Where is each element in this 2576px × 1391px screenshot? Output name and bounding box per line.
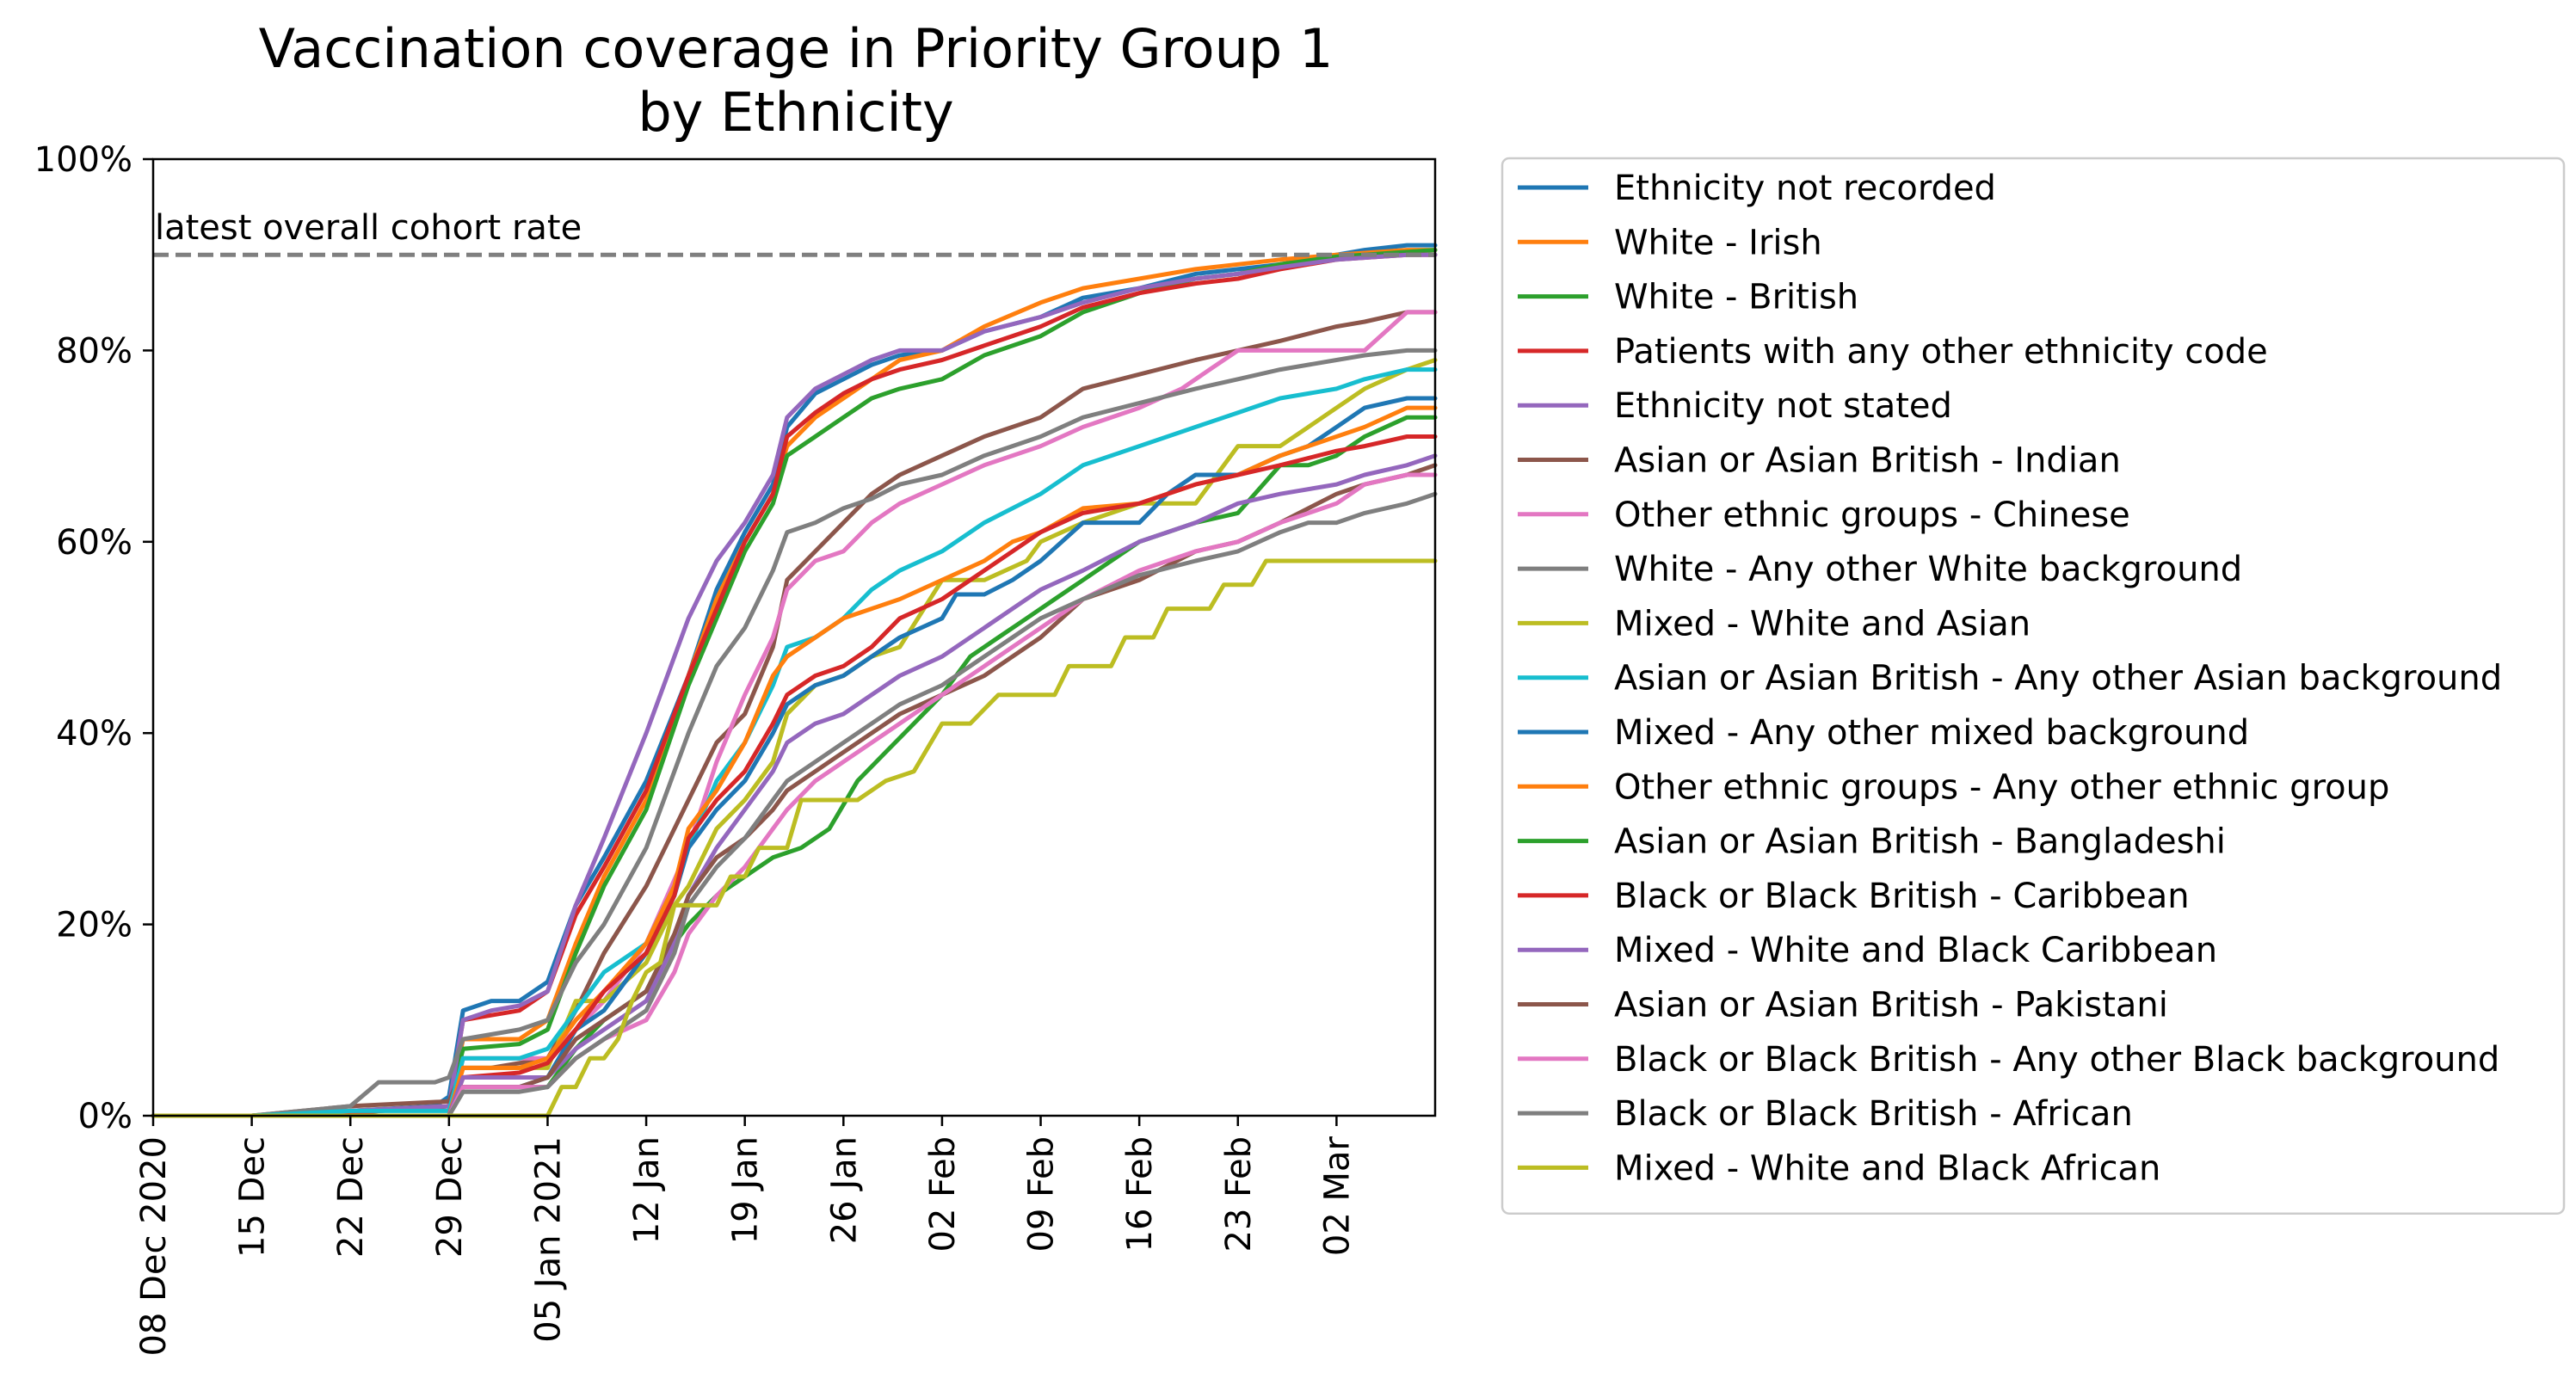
- plot-frame: [151, 157, 1437, 1117]
- reference-line-layer: latest overall cohort rate: [153, 208, 1435, 257]
- x-tick-label: 08 Dec 2020: [134, 1136, 174, 1357]
- legend-entry: White - Any other White background: [1614, 550, 2242, 589]
- legend-entry: Asian or Asian British - Indian: [1614, 441, 2121, 481]
- chart-title: Vaccination coverage in Priority Group 1: [259, 17, 1334, 80]
- series-line-4: [151, 252, 1438, 1118]
- legend-entry: Mixed - Any other mixed background: [1614, 713, 2249, 753]
- legend-entry: White - British: [1614, 278, 1858, 317]
- x-tick-label: 12 Jan: [627, 1136, 667, 1244]
- series-line-5: [151, 252, 1438, 1118]
- reference-line-label: latest overall cohort rate: [155, 208, 582, 248]
- legend-entry: Ethnicity not stated: [1614, 386, 1952, 426]
- y-tick-label: 100%: [34, 140, 132, 180]
- legend-entry: Asian or Asian British - Any other Asian…: [1614, 659, 2502, 699]
- series-line-19: [151, 558, 1438, 1118]
- legend-entry: Mixed - White and Asian: [1614, 604, 2031, 643]
- legend-entry: Patients with any other ethnicity code: [1614, 332, 2268, 372]
- legend: Ethnicity not recorded White - Irish White…: [1501, 157, 2566, 1215]
- x-tick-label: 23 Feb: [1219, 1136, 1259, 1252]
- series-line-8: [151, 348, 1438, 1118]
- x-tick-label: 09 Feb: [1022, 1136, 1062, 1252]
- series-layer: [151, 243, 1438, 1118]
- x-tick-label: 16 Feb: [1120, 1136, 1160, 1252]
- series-line-2: [151, 248, 1438, 1118]
- x-tick-label: 29 Dec: [430, 1136, 470, 1258]
- legend-entry: Mixed - White and Black Caribbean: [1614, 931, 2217, 970]
- legend-entry: Other ethnic groups - Any other ethnic g…: [1614, 767, 2389, 807]
- legend-entry: Other ethnic groups - Chinese: [1614, 495, 2130, 535]
- legend-entry: Mixed - White and Black African: [1614, 1148, 2160, 1188]
- series-line-18: [151, 491, 1438, 1118]
- series-line-10: [151, 367, 1438, 1118]
- series-line-14: [151, 434, 1438, 1118]
- legend-entry: Ethnicity not recorded: [1614, 169, 1996, 208]
- legend-entry: White - Irish: [1614, 223, 1822, 262]
- x-tick-label: 02 Mar: [1317, 1136, 1357, 1256]
- series-line-17: [151, 472, 1438, 1118]
- legend-entry: Black or Black British - African: [1614, 1094, 2133, 1134]
- y-tick-label: 0%: [78, 1097, 132, 1136]
- y-tick-label: 40%: [56, 714, 132, 754]
- x-tick-label: 26 Jan: [824, 1136, 864, 1244]
- series-line-1: [151, 243, 1438, 1118]
- y-tick-label: 80%: [56, 331, 132, 371]
- x-tick-label: 19 Jan: [726, 1136, 766, 1244]
- axes-layer: 0% 20% 40% 60% 80% 100% 08 Dec 2020 15 Dec 22 De…: [34, 140, 1437, 1357]
- x-tick-label: 15 Dec: [233, 1136, 273, 1258]
- x-tick-label: 02 Feb: [923, 1136, 963, 1252]
- legend-entry: Asian or Asian British - Bangladeshi: [1614, 822, 2226, 862]
- x-tick-label: 05 Jan 2021: [528, 1136, 568, 1343]
- y-tick-label: 60%: [56, 523, 132, 563]
- y-tick-label: 20%: [56, 906, 132, 945]
- chart-subtitle: by Ethnicity: [638, 81, 953, 144]
- legend-entry: Black or Black British - Any other Black…: [1614, 1040, 2499, 1080]
- series-line-15: [151, 453, 1438, 1118]
- legend-box: [1501, 157, 2566, 1215]
- x-tick-label: 22 Dec: [331, 1136, 371, 1258]
- legend-entry: Black or Black British - Caribbean: [1614, 877, 2190, 916]
- legend-entry: Asian or Asian British - Pakistani: [1614, 986, 2168, 1025]
